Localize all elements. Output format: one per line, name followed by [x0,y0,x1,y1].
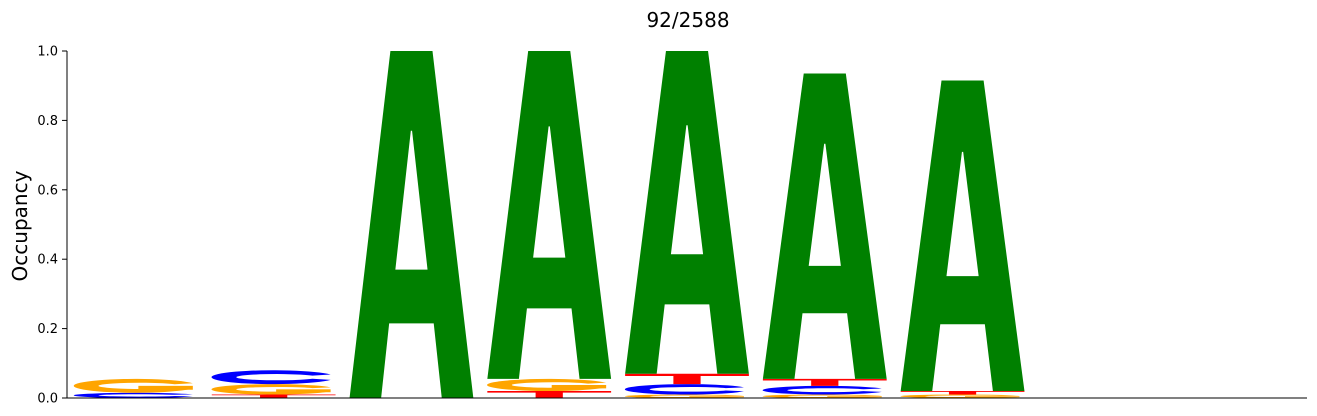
y-axis: 0.0 0.2 0.4 0.6 0.8 1.0 [37,45,68,407]
logo-letter-T-pos-6 [762,378,887,386]
logo-letter-A-pos-4 [487,51,612,379]
plot-area [73,51,1025,398]
y-tick-label: 1.0 [37,45,58,60]
logo-letter-T-pos-2 [211,394,336,398]
logo-letter-G-pos-4 [487,378,607,392]
logo-letter-A-pos-5 [625,51,749,374]
y-tick-label: 0.4 [37,253,58,268]
logo-letter-C-pos-5 [624,384,744,395]
logo-letter-G-pos-1 [73,378,193,393]
logo-letter-C-pos-6 [762,385,882,395]
logo-letter-G-pos-7 [900,394,1020,398]
logo-letter-G-pos-5 [624,394,744,398]
y-tick-label: 0.0 [37,392,58,407]
y-tick-label: 0.8 [37,114,58,129]
logo-letter-A-pos-6 [762,73,887,379]
logo-letter-T-pos-7 [900,391,1025,395]
logo-letter-T-pos-5 [625,373,749,385]
chart-title: 92/2588 [646,8,729,32]
logo-letter-C-pos-2 [211,370,331,385]
logo-letter-C-pos-1 [73,392,193,398]
logo-letter-A-pos-7 [900,80,1025,392]
logo-letter-G-pos-6 [762,394,882,398]
y-tick-label: 0.2 [37,322,58,337]
y-axis-label: Occupancy [8,170,32,281]
logo-letter-A-pos-3 [349,51,474,398]
logo-letter-G-pos-2 [211,384,331,395]
logo-letter-T-pos-4 [487,391,612,398]
y-tick-label: 0.6 [37,183,58,198]
